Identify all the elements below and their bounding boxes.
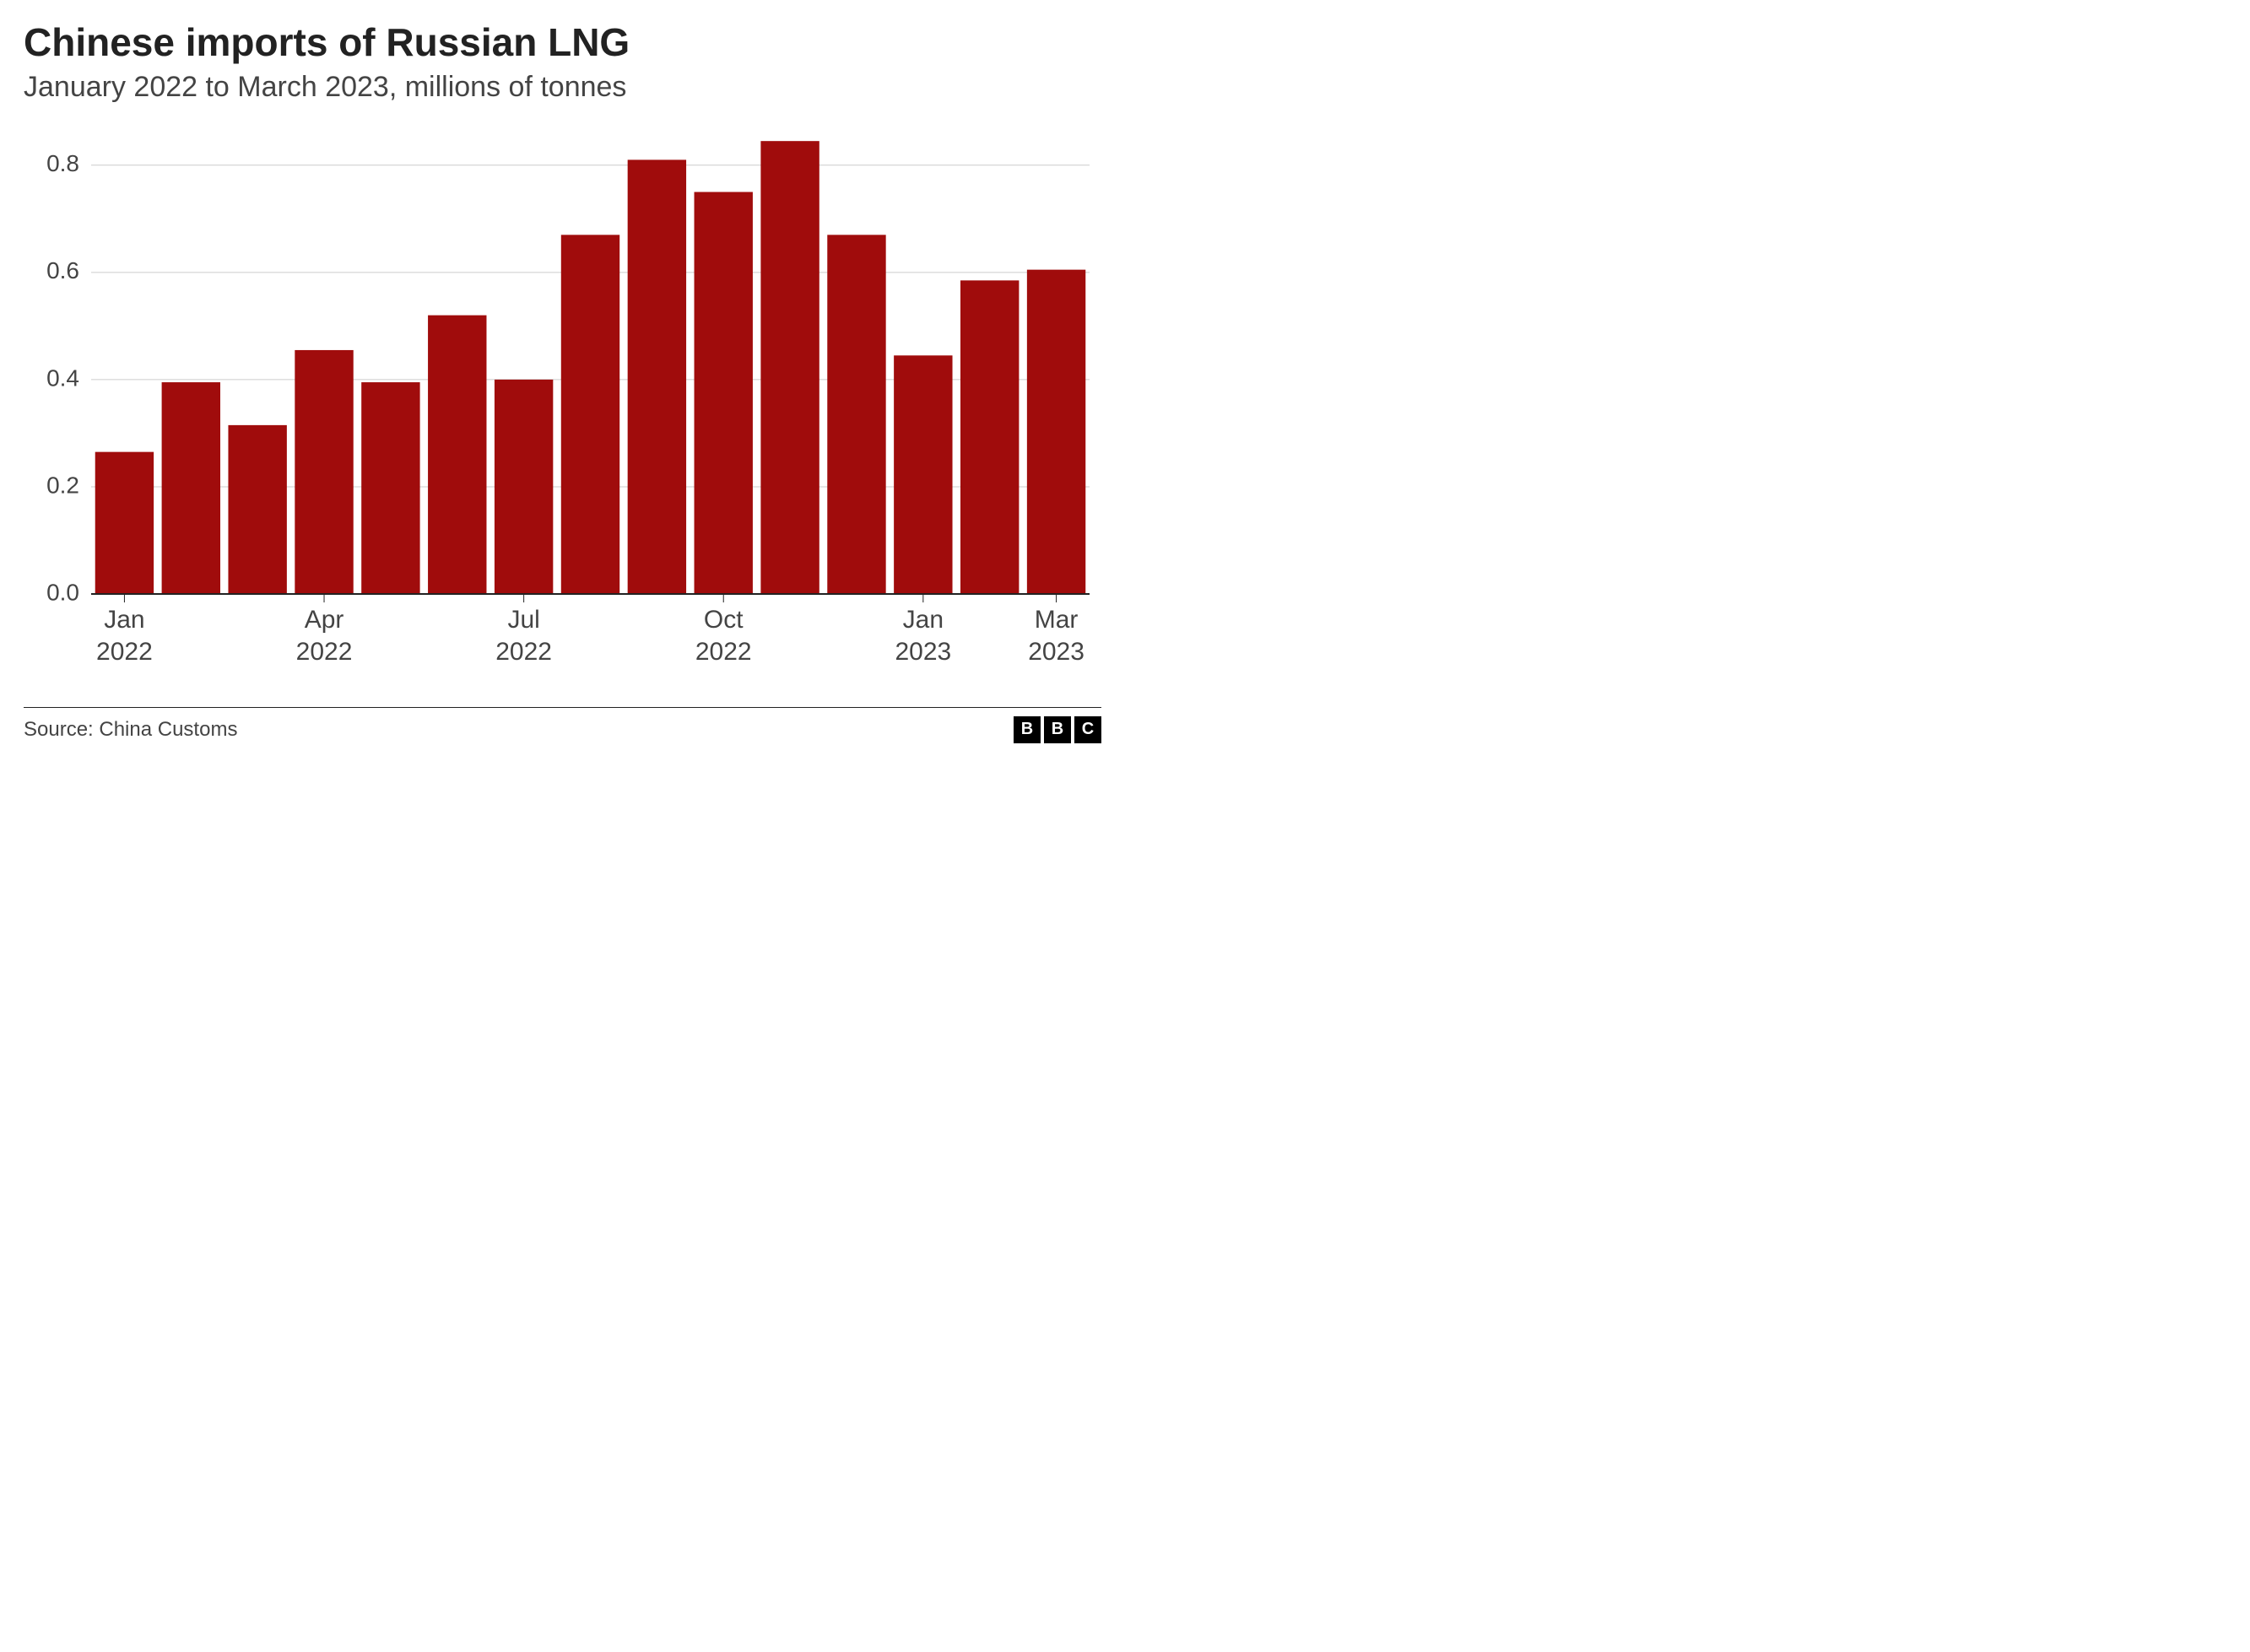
chart-container: Chinese imports of Russian LNG January 2… [0, 0, 1125, 755]
y-tick-label: 0.6 [46, 257, 79, 283]
x-tick-label-line1: Jan [104, 606, 144, 634]
chart-subtitle: January 2022 to March 2023, millions of … [24, 70, 1101, 105]
x-tick-label-line2: 2022 [96, 638, 153, 666]
bar [295, 350, 353, 594]
bar [428, 315, 486, 593]
bar [628, 159, 686, 594]
x-tick-label-line2: 2022 [296, 638, 353, 666]
bar [95, 451, 154, 593]
x-tick-label-line2: 2023 [1028, 638, 1084, 666]
bar [495, 380, 553, 594]
y-tick-label: 0.8 [46, 150, 79, 176]
bar [960, 280, 1019, 594]
chart-title: Chinese imports of Russian LNG [24, 20, 1101, 65]
x-tick-label-line1: Mar [1035, 606, 1079, 634]
bar [760, 141, 819, 594]
bar [695, 192, 753, 593]
x-tick-label-line1: Jul [507, 606, 539, 634]
y-tick-label: 0.0 [46, 579, 79, 605]
bbc-logo: BBC [1014, 716, 1101, 743]
logo-letter: B [1014, 716, 1041, 743]
bar [827, 235, 885, 594]
x-tick-label-line2: 2023 [895, 638, 951, 666]
bar [361, 382, 419, 594]
x-tick-label-line2: 2022 [695, 638, 752, 666]
chart-footer: Source: China Customs BBC [24, 707, 1101, 743]
x-tick-label-line1: Oct [704, 606, 744, 634]
y-tick-label: 0.4 [46, 364, 79, 391]
source-label: Source: China Customs [24, 718, 237, 742]
bar [162, 382, 220, 594]
logo-letter: C [1074, 716, 1101, 743]
bar-chart-svg: 0.0 0.2 0.4 0.6 0.8 Jan 2022 Apr 2022 Jul 2022 Oct 2… [24, 130, 1101, 678]
x-tick-label-line2: 2022 [495, 638, 552, 666]
logo-letter: B [1044, 716, 1071, 743]
x-tick-label-line1: Apr [305, 606, 344, 634]
bar [228, 425, 286, 594]
y-tick-label: 0.2 [46, 472, 79, 498]
x-tick-label-line1: Jan [903, 606, 944, 634]
bar [1027, 269, 1085, 593]
bar [561, 235, 619, 594]
chart-area: 0.0 0.2 0.4 0.6 0.8 Jan 2022 Apr 2022 Jul 2022 Oct 2… [24, 130, 1101, 678]
bar [894, 355, 952, 594]
